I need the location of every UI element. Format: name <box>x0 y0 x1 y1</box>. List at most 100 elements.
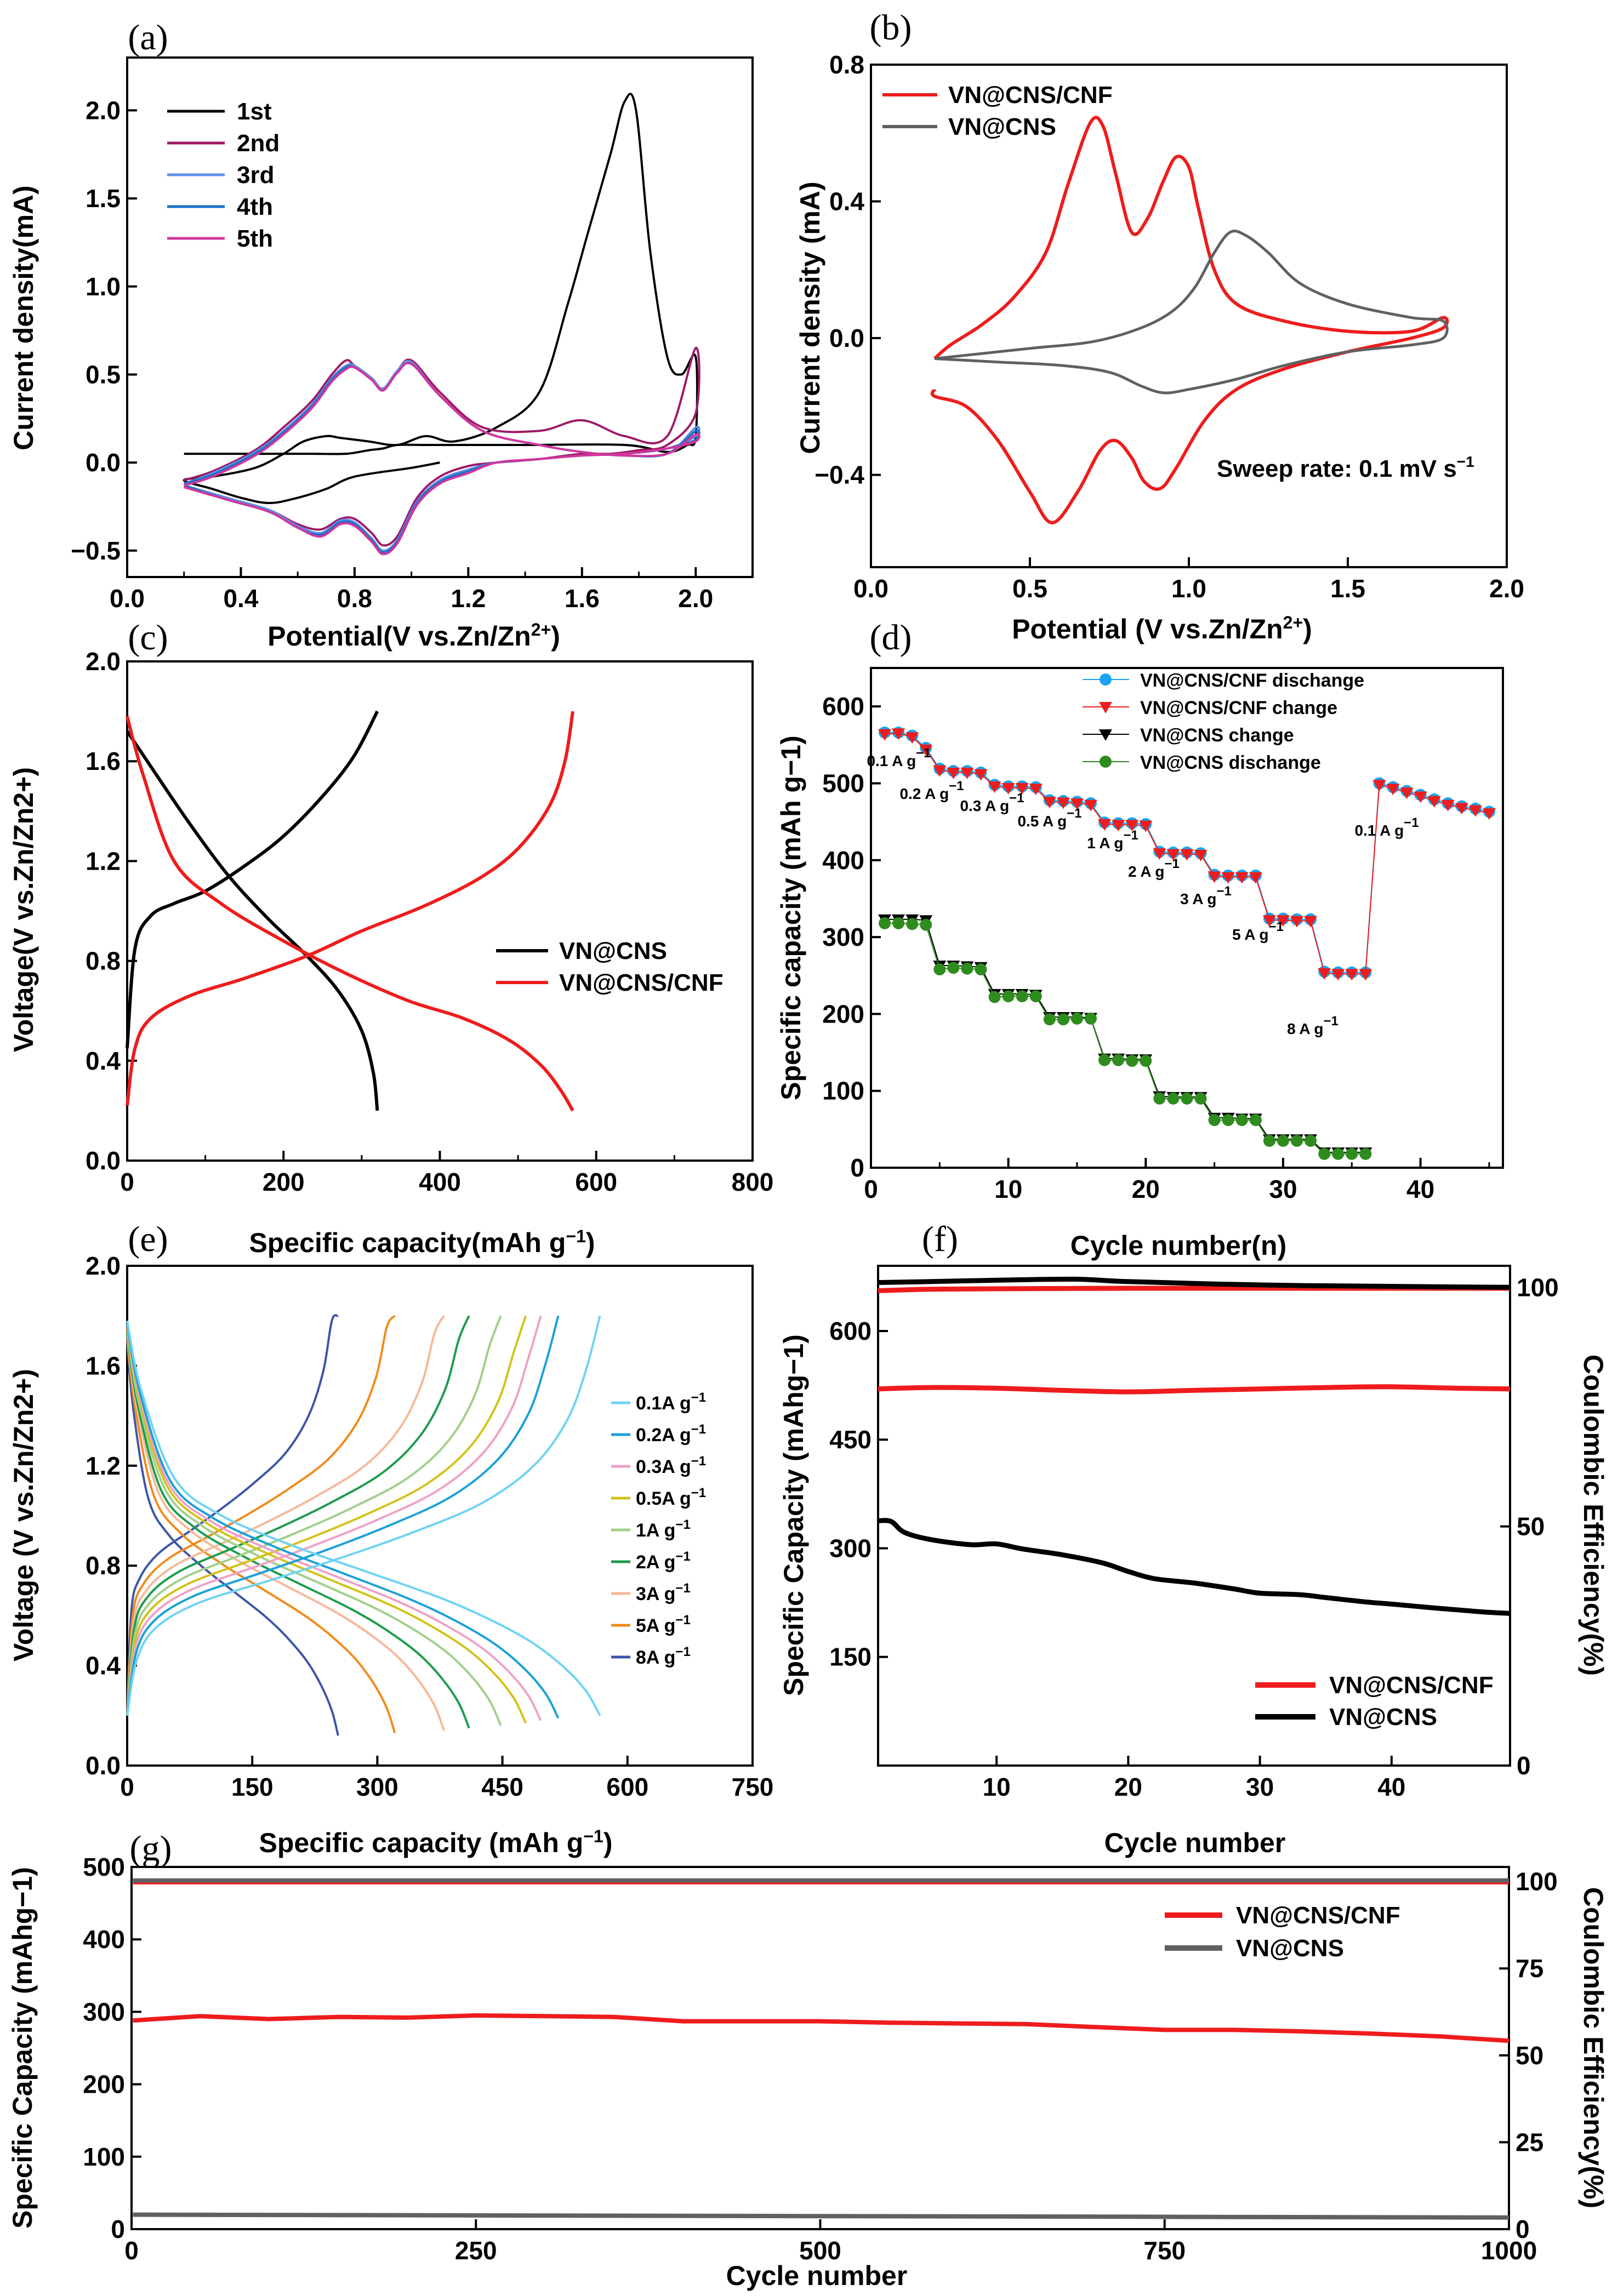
rate-marker-circle <box>1249 1114 1262 1127</box>
rate-marker-triangle <box>1029 784 1043 796</box>
rate-marker-circle <box>1085 1012 1097 1025</box>
y-tick-label-right: 75 <box>1516 1954 1543 1983</box>
rate-marker-circle <box>1263 1134 1275 1147</box>
y-tick-label-right: 25 <box>1516 2128 1543 2156</box>
y-tick-label: 300 <box>822 923 864 951</box>
cv-curve-5th <box>184 362 700 556</box>
y-tick-label: −0.5 <box>71 536 121 565</box>
rate-label: 5 A g−1 <box>1232 919 1284 943</box>
panel-c <box>126 660 754 1162</box>
legend-label: 1A g−1 <box>636 1517 691 1541</box>
rate-marker-circle <box>1359 1147 1372 1160</box>
gcd-charge-curve <box>126 1315 396 1716</box>
gcd-discharge-curve <box>126 1323 560 1719</box>
y-tick-label: 0.0 <box>86 1146 121 1175</box>
y-tick-label-right: 50 <box>1516 2041 1543 2070</box>
rate-marker-triangle <box>933 765 947 777</box>
gcd-curve <box>126 711 574 1106</box>
legend-superscript: −1 <box>691 1422 706 1437</box>
rate-marker-circle <box>1153 1092 1166 1105</box>
gcd-discharge-curve <box>126 1320 601 1716</box>
rate-marker-triangle <box>1427 796 1441 808</box>
x-tick-label: 250 <box>455 2236 497 2265</box>
x-axis-title: Potential (V vs.Zn/Zn2+) <box>1012 613 1312 644</box>
legend-label: 3rd <box>237 162 274 189</box>
y-tick-label: 0.5 <box>86 360 121 389</box>
rate-label-superscript: −1 <box>949 779 964 793</box>
rate-marker-triangle <box>1318 968 1331 980</box>
rate-marker-triangle <box>1372 780 1386 792</box>
rate-label: 2 A g−1 <box>1128 856 1180 880</box>
panel-a <box>126 56 754 578</box>
rate-marker-circle <box>1002 990 1015 1003</box>
panel-d <box>870 667 1504 1169</box>
x-tick-label: 2.0 <box>1489 574 1524 603</box>
rate-marker-triangle <box>1331 969 1345 981</box>
rate-marker-circle <box>920 918 932 931</box>
legend-label: 3A g−1 <box>636 1581 691 1604</box>
legend-label: 0.5A g−1 <box>636 1486 706 1509</box>
rate-marker-triangle <box>1180 849 1194 861</box>
text-end: ) <box>1303 614 1312 644</box>
gcd-charge-curve <box>126 1315 470 1716</box>
legend-label: VN@CNS <box>1236 1935 1344 1962</box>
rate-label-superscript: −1 <box>1009 791 1024 806</box>
y-tick-label-right: 100 <box>1517 1273 1559 1301</box>
x-tick-label: 10 <box>994 1175 1022 1203</box>
panel-label-f: (f) <box>922 1219 958 1259</box>
legend-superscript: −1 <box>675 1613 690 1627</box>
legend-superscript: −1 <box>691 1390 706 1405</box>
cv-curve-4th <box>184 362 700 554</box>
rate-marker-circle <box>1291 1134 1303 1147</box>
rate-marker-circle <box>1016 990 1028 1003</box>
x-tick-label: 600 <box>606 1773 648 1801</box>
rate-line <box>885 922 1366 1155</box>
x-tick-label: 0 <box>124 2236 139 2265</box>
y-tick-label: 1.6 <box>86 1351 121 1380</box>
legend-label: VN@CNS/CNF <box>1329 1672 1494 1699</box>
y-tick-label: 150 <box>829 1643 871 1671</box>
x-tick-label: 1.5 <box>1330 574 1365 603</box>
x-tick-label: 0 <box>120 1168 134 1196</box>
cv-curve-VN@CNS/CNF <box>930 116 1449 524</box>
rate-marker-triangle <box>1414 791 1427 803</box>
y-tick-label: 0.0 <box>86 448 121 477</box>
rate-marker-triangle <box>1345 969 1359 981</box>
rate-label: 0.3 A g−1 <box>960 791 1024 814</box>
cv-curve-3rd <box>184 360 700 552</box>
gcd-discharge-curve <box>126 1333 470 1729</box>
panel-label-d: (d) <box>870 618 912 658</box>
y-tick-label: 1.0 <box>86 272 121 301</box>
panel-e <box>126 1265 754 1767</box>
x-tick-label: 200 <box>263 1168 305 1196</box>
x-tick-label: 2.0 <box>678 584 713 613</box>
x-tick-label: 1000 <box>1481 2236 1537 2265</box>
gcd-discharge-curve <box>126 1338 396 1734</box>
y-axis-title-right: Coulombic Efficiency(%) <box>1578 1355 1609 1676</box>
x-tick-label: 500 <box>799 2236 841 2265</box>
rate-marker-triangle <box>1015 783 1029 795</box>
y-axis-title: Current density(mA) <box>8 185 39 450</box>
rate-marker-circle <box>1070 1012 1083 1025</box>
text-main: Specific capacity (mAh g <box>259 1827 584 1858</box>
gcd-charge-curve <box>126 1315 445 1716</box>
y-tick-label: 0 <box>850 1153 864 1182</box>
rate-marker-circle <box>1057 1013 1069 1026</box>
rate-marker-triangle <box>1441 799 1455 812</box>
rate-marker-triangle <box>960 767 974 779</box>
x-tick-label: 750 <box>732 1773 774 1801</box>
legend-superscript: −1 <box>675 1644 690 1659</box>
rate-marker-triangle <box>1221 872 1235 884</box>
y-tick-label-right: 0 <box>1517 1751 1531 1780</box>
gcd-charge-curve <box>126 1315 601 1716</box>
gcd-charge-curve <box>126 1315 542 1716</box>
y-tick-label: 100 <box>83 2143 125 2171</box>
y-tick-label: 1.2 <box>86 1452 121 1480</box>
plot-frame-d <box>870 667 1504 1169</box>
plot-frame-e <box>126 1265 754 1767</box>
legend-label: VN@CNS/CNF dischange <box>1140 670 1364 691</box>
y-tick-label: 2.0 <box>86 96 121 124</box>
rate-marker-triangle <box>974 769 988 781</box>
panel-f <box>877 1265 1511 1767</box>
